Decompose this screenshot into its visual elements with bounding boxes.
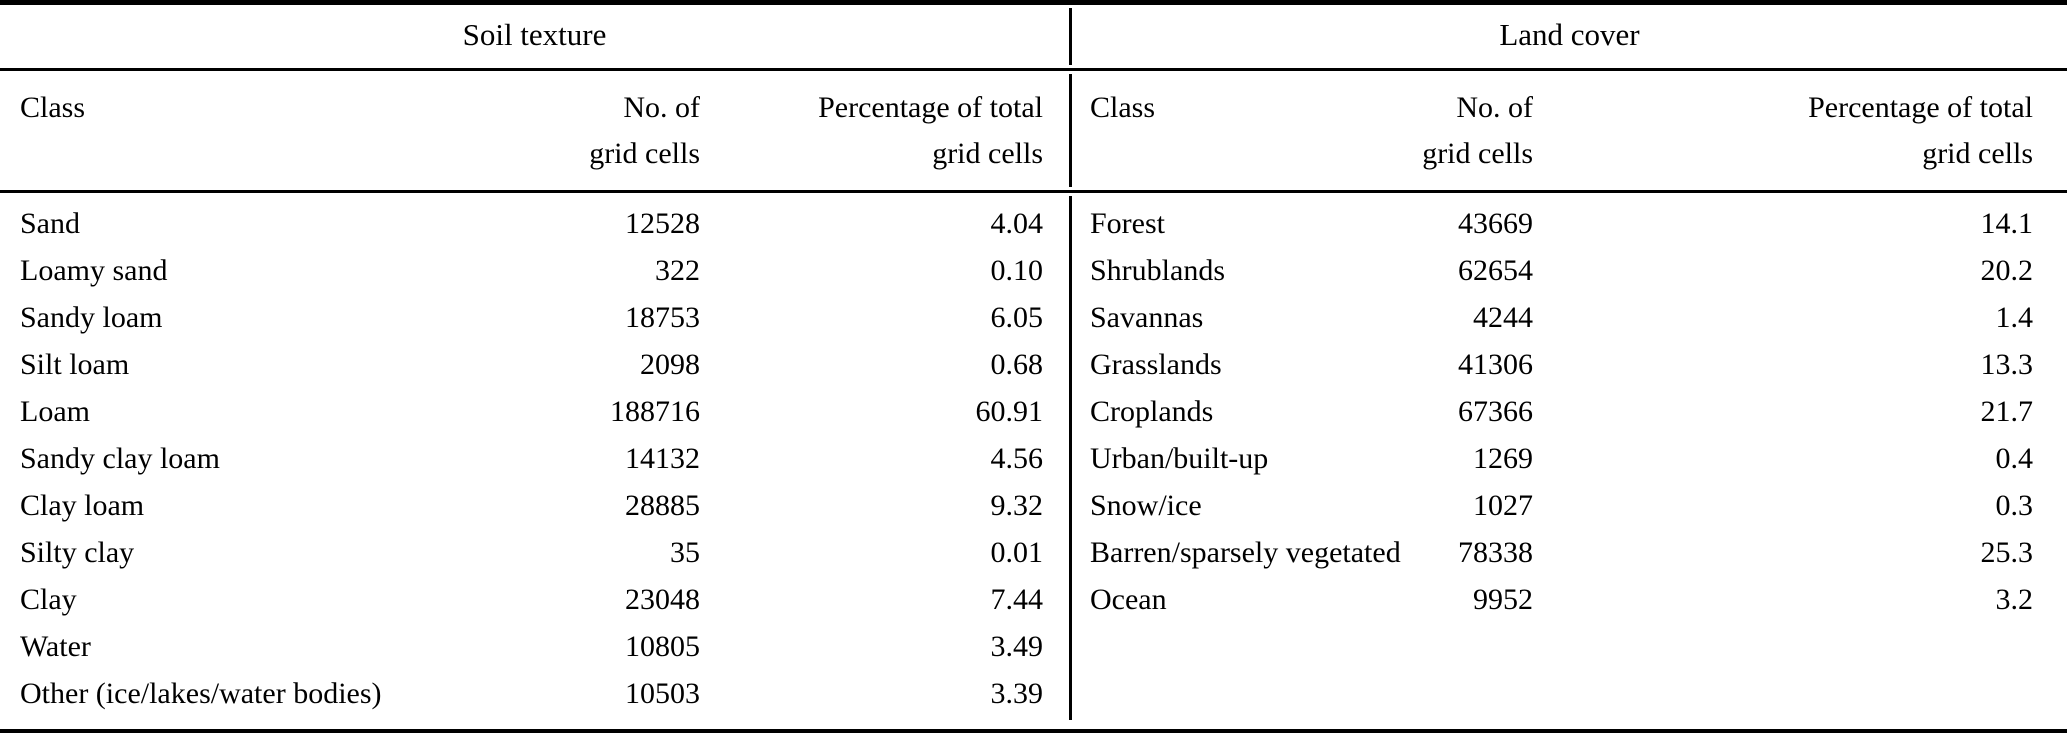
class-cell: Water xyxy=(20,630,91,663)
column-header-percentage-line2: grid cells xyxy=(932,137,1043,170)
percentage-cell: 0.10 xyxy=(990,254,1044,287)
land-cover-rows: Forest 43669 14.1 Shrublands 62654 20.2 Savann… xyxy=(1090,193,2033,623)
count-cell: 12528 xyxy=(625,207,700,240)
column-header-percentage-line2: grid cells xyxy=(1922,137,2033,170)
soil-texture-rows: Sand 12528 4.04 Loamy sand 322 0.10 Sandy loam… xyxy=(20,193,1043,717)
column-header-count-line1: No. of xyxy=(1456,91,1533,124)
column-header-class: Class xyxy=(1090,91,1156,124)
column-header-count-line2: grid cells xyxy=(1422,137,1533,170)
count-cell: 2098 xyxy=(640,348,700,381)
land-cover-table: Forest 43669 14.1 Shrublands 62654 20.2 Savann… xyxy=(1072,193,2067,623)
percentage-cell: 20.2 xyxy=(1980,254,2034,287)
count-cell: 322 xyxy=(655,254,700,287)
percentage-cell: 25.3 xyxy=(1980,536,2034,569)
count-cell: 41306 xyxy=(1458,348,1533,381)
count-cell: 10503 xyxy=(625,677,700,710)
count-cell: 67366 xyxy=(1458,395,1533,428)
column-header-percentage: Percentage of total grid cells xyxy=(700,85,1043,177)
percentage-cell: 3.49 xyxy=(990,630,1044,663)
count-cell: 10805 xyxy=(625,630,700,663)
soil-texture-header: Class No. of grid cells Percentage of to… xyxy=(0,71,1069,190)
header-bottom-rule xyxy=(0,190,2067,193)
class-cell: Savannas xyxy=(1090,301,1204,334)
land-cover-header: Class No. of grid cells Percentage of to… xyxy=(1072,71,2067,190)
percentage-cell: 4.04 xyxy=(990,207,1044,240)
percentage-cell: 0.68 xyxy=(990,348,1044,381)
column-header-count: No. of grid cells xyxy=(1385,85,1533,177)
count-cell: 9952 xyxy=(1473,583,1533,616)
count-cell: 18753 xyxy=(625,301,700,334)
class-cell: Other (ice/lakes/water bodies) xyxy=(20,677,382,710)
class-cell: Urban/built-up xyxy=(1090,442,1269,475)
class-cell: Silty clay xyxy=(20,536,135,569)
count-cell: 23048 xyxy=(625,583,700,616)
class-cell: Ocean xyxy=(1090,583,1167,616)
column-header-count: No. of grid cells xyxy=(510,85,700,177)
count-cell: 35 xyxy=(670,536,700,569)
count-cell: 28885 xyxy=(625,489,700,522)
count-cell: 1269 xyxy=(1473,442,1533,475)
panel-titles: Soil texture Land cover xyxy=(0,5,2067,68)
count-cell: 78338 xyxy=(1458,536,1533,569)
percentage-cell: 14.1 xyxy=(1980,207,2034,240)
class-cell: Loamy sand xyxy=(20,254,168,287)
vertical-divider xyxy=(1069,8,1072,65)
class-cell: Forest xyxy=(1090,207,1165,240)
top-rule xyxy=(0,0,2067,5)
class-cell: Barren/sparsely vegetated xyxy=(1090,536,1401,569)
percentage-cell: 3.2 xyxy=(1995,583,2034,616)
percentage-cell: 7.44 xyxy=(990,583,1044,616)
percentage-cell: 1.4 xyxy=(1995,301,2034,334)
count-cell: 62654 xyxy=(1458,254,1533,287)
column-header-count-line2: grid cells xyxy=(589,137,700,170)
column-header-count-line1: No. of xyxy=(623,91,700,124)
percentage-cell: 4.56 xyxy=(990,442,1044,475)
class-cell: Silt loam xyxy=(20,348,130,381)
class-cell: Snow/ice xyxy=(1090,489,1202,522)
vertical-divider xyxy=(1069,196,1072,720)
class-cell: Grasslands xyxy=(1090,348,1222,381)
vertical-divider xyxy=(1069,74,1072,187)
column-header-percentage-line1: Percentage of total xyxy=(1808,91,2033,124)
column-header-class: Class xyxy=(20,91,86,124)
class-cell: Shrublands xyxy=(1090,254,1225,287)
class-cell: Clay loam xyxy=(20,489,145,522)
title-bottom-rule xyxy=(0,68,2067,71)
class-cell: Clay xyxy=(20,583,77,616)
percentage-cell: 60.91 xyxy=(975,395,1044,428)
count-cell: 43669 xyxy=(1458,207,1533,240)
percentage-cell: 3.39 xyxy=(990,677,1044,710)
percentage-cell: 13.3 xyxy=(1980,348,2034,381)
percentage-cell: 6.05 xyxy=(990,301,1044,334)
class-cell: Loam xyxy=(20,395,90,428)
column-header-percentage: Percentage of total grid cells xyxy=(1533,85,2033,177)
class-cell: Sandy clay loam xyxy=(20,442,220,475)
percentage-cell: 0.01 xyxy=(990,536,1044,569)
percentage-cell: 21.7 xyxy=(1980,395,2034,428)
percentage-cell: 0.3 xyxy=(1995,489,2034,522)
count-cell: 188716 xyxy=(610,395,700,428)
class-cell: Sandy loam xyxy=(20,301,163,334)
table-title-soil-texture: Soil texture xyxy=(462,17,607,52)
percentage-cell: 9.32 xyxy=(990,489,1044,522)
class-cell: Croplands xyxy=(1090,395,1214,428)
count-cell: 4244 xyxy=(1473,301,1533,334)
soil-texture-table: Sand 12528 4.04 Loamy sand 322 0.10 Sandy loam… xyxy=(0,193,1069,717)
class-cell: Sand xyxy=(20,207,80,240)
percentage-cell: 0.4 xyxy=(1995,442,2034,475)
table-title-land-cover: Land cover xyxy=(1499,17,1640,52)
bottom-rule xyxy=(0,729,2067,733)
column-header-percentage-line1: Percentage of total xyxy=(818,91,1043,124)
count-cell: 14132 xyxy=(625,442,700,475)
count-cell: 1027 xyxy=(1473,489,1533,522)
